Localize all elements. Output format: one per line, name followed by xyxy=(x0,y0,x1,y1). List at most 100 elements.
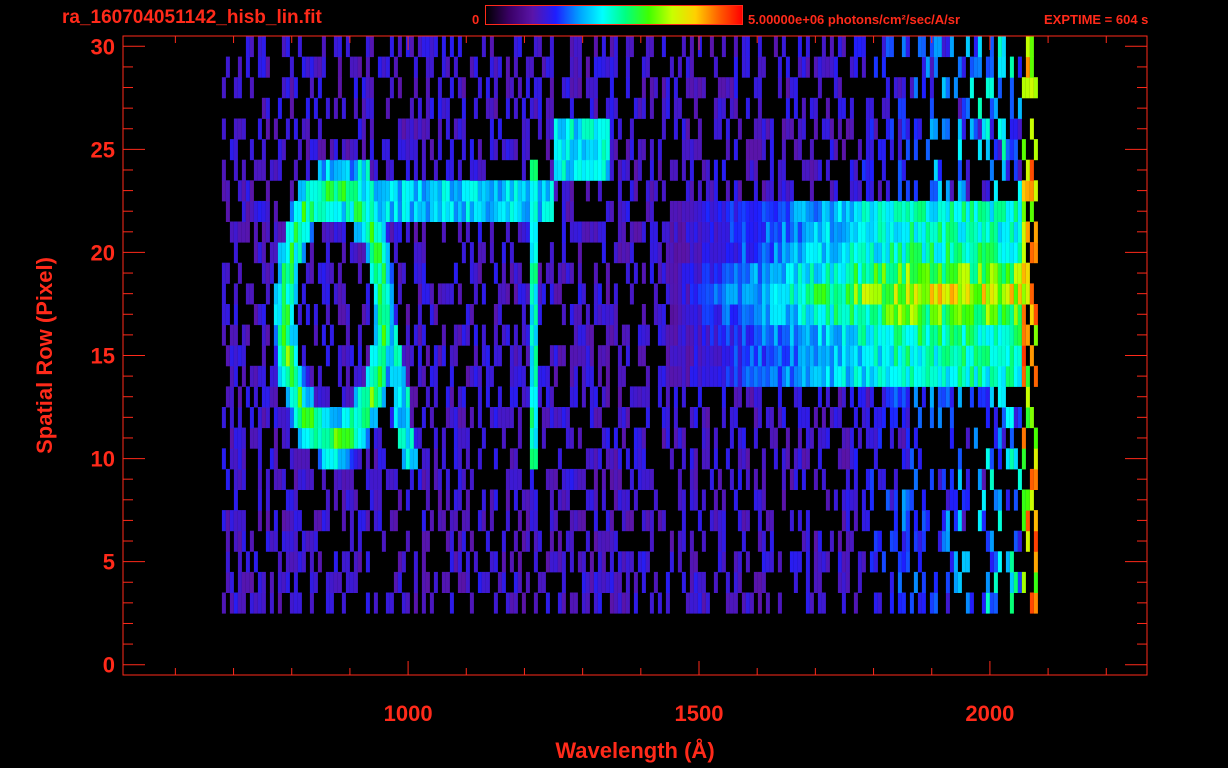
heatmap-cell xyxy=(377,56,382,78)
heatmap-cell xyxy=(537,180,542,202)
heatmap-cell xyxy=(905,489,910,511)
heatmap-cell xyxy=(545,407,550,429)
heatmap-cell xyxy=(873,283,878,305)
heatmap-cell xyxy=(937,324,942,346)
heatmap-cell xyxy=(585,180,590,202)
heatmap-cell xyxy=(509,448,514,470)
heatmap-cell xyxy=(913,118,918,140)
heatmap-cell xyxy=(457,324,462,346)
heatmap-cell xyxy=(873,56,878,78)
heatmap-cell xyxy=(821,304,826,326)
heatmap-cell xyxy=(549,345,554,367)
heatmap-cell xyxy=(737,242,742,264)
heatmap-cell xyxy=(649,262,654,284)
heatmap-cell xyxy=(565,139,570,161)
heatmap-cell xyxy=(565,180,570,202)
heatmap-cell xyxy=(689,365,694,387)
heatmap-cell xyxy=(585,304,590,326)
heatmap-cell xyxy=(681,448,686,470)
heatmap-cell xyxy=(637,97,642,119)
heatmap-cell xyxy=(933,159,938,181)
heatmap-cell xyxy=(489,551,494,573)
heatmap-cell xyxy=(745,36,750,58)
heatmap-cell xyxy=(245,56,250,78)
heatmap-cell xyxy=(369,489,374,511)
heatmap-cell xyxy=(845,427,850,449)
heatmap-cell xyxy=(937,180,942,202)
heatmap-cell xyxy=(913,242,918,264)
heatmap-cell xyxy=(665,283,670,305)
heatmap-cell xyxy=(589,571,594,593)
heatmap-cell xyxy=(401,592,406,614)
heatmap-cell xyxy=(845,221,850,243)
heatmap-cell xyxy=(649,159,654,181)
heatmap-cell xyxy=(461,242,466,264)
heatmap-cell xyxy=(569,221,574,243)
heatmap-cell xyxy=(277,304,282,326)
heatmap-cell xyxy=(241,530,246,552)
heatmap-cell xyxy=(237,468,242,490)
heatmap-cell xyxy=(577,242,582,264)
heatmap-cell xyxy=(325,283,330,305)
heatmap-cell xyxy=(797,56,802,78)
heatmap-cell xyxy=(713,56,718,78)
heatmap-cell xyxy=(1009,571,1014,593)
heatmap-cell xyxy=(329,407,334,429)
heatmap-cell xyxy=(389,592,394,614)
heatmap-cell xyxy=(593,407,598,429)
heatmap-cell xyxy=(597,407,602,429)
heatmap-cell xyxy=(761,262,766,284)
heatmap-cell xyxy=(477,139,482,161)
heatmap-cell xyxy=(421,571,426,593)
heatmap-cell xyxy=(805,551,810,573)
heatmap-cell xyxy=(677,221,682,243)
heatmap-cell xyxy=(605,139,610,161)
heatmap-cell xyxy=(577,304,582,326)
heatmap-cell xyxy=(725,304,730,326)
heatmap-cell xyxy=(725,262,730,284)
heatmap-cell xyxy=(733,36,738,58)
heatmap-cell xyxy=(433,427,438,449)
heatmap-cell xyxy=(437,118,442,140)
heatmap-cell xyxy=(593,221,598,243)
heatmap-cell xyxy=(257,159,262,181)
heatmap-cell xyxy=(573,36,578,58)
heatmap-cell xyxy=(897,118,902,140)
heatmap-cell xyxy=(613,139,618,161)
heatmap-cell xyxy=(429,304,434,326)
heatmap-cell xyxy=(857,365,862,387)
heatmap-cell xyxy=(225,551,230,573)
heatmap-cell xyxy=(1013,489,1018,511)
heatmap-cell xyxy=(297,36,302,58)
heatmap-cell xyxy=(481,200,486,222)
heatmap-cell xyxy=(389,345,394,367)
heatmap-cell xyxy=(993,324,998,346)
heatmap-cell xyxy=(701,489,706,511)
heatmap-cell xyxy=(697,510,702,532)
heatmap-cell xyxy=(389,180,394,202)
heatmap-cell xyxy=(741,283,746,305)
heatmap-cell xyxy=(445,283,450,305)
heatmap-cell xyxy=(709,200,714,222)
heatmap-cell xyxy=(809,180,814,202)
heatmap-cell xyxy=(781,242,786,264)
heatmap-cell xyxy=(281,365,286,387)
heatmap-cell xyxy=(533,36,538,58)
heatmap-cell xyxy=(501,551,506,573)
heatmap-cell xyxy=(845,345,850,367)
heatmap-cell xyxy=(913,180,918,202)
heatmap-cell xyxy=(381,200,386,222)
heatmap-cell xyxy=(765,345,770,367)
heatmap-cell xyxy=(757,221,762,243)
heatmap-cell xyxy=(529,221,534,243)
heatmap-cell xyxy=(901,36,906,58)
heatmap-cell xyxy=(813,200,818,222)
heatmap-cell xyxy=(405,324,410,346)
heatmap-cell xyxy=(845,118,850,140)
heatmap-cell xyxy=(409,36,414,58)
heatmap-cell xyxy=(569,592,574,614)
heatmap-cell xyxy=(257,407,262,429)
heatmap-cell xyxy=(893,242,898,264)
heatmap-cell xyxy=(881,262,886,284)
heatmap-cell xyxy=(653,242,658,264)
